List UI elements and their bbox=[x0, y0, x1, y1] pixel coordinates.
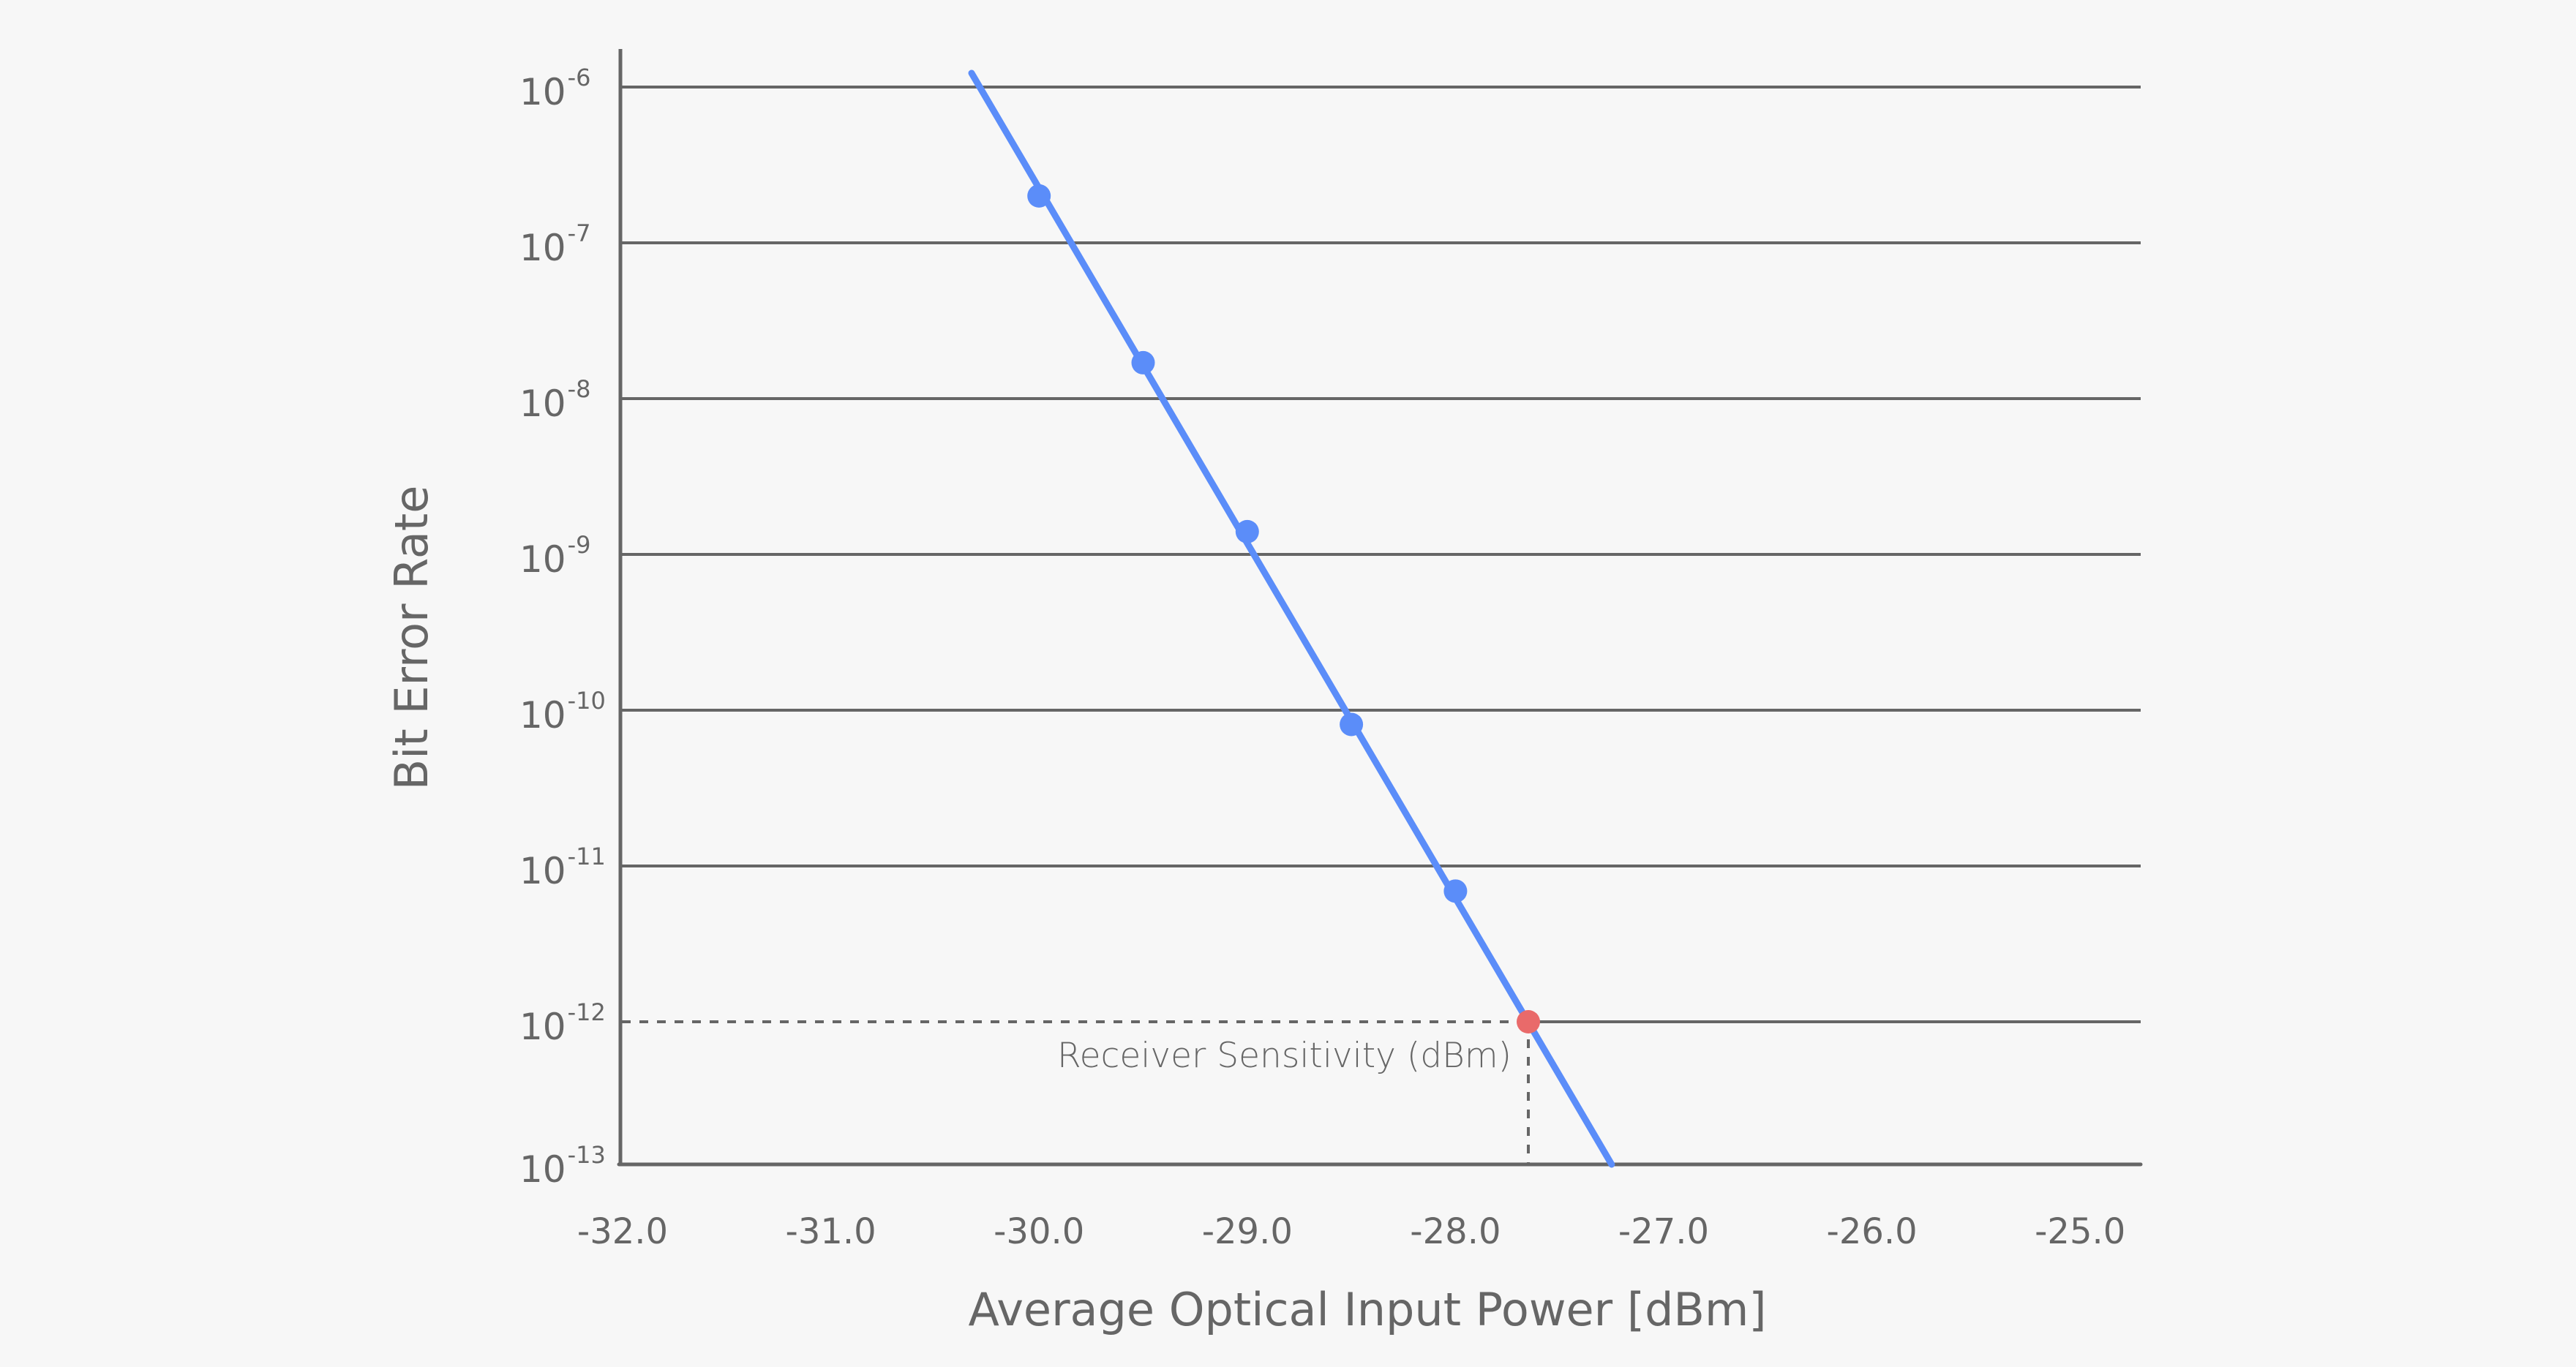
y-tick-label: 10-10 bbox=[519, 689, 606, 737]
y-tick-base: 10 bbox=[519, 694, 566, 737]
y-tick-base: 10 bbox=[519, 850, 566, 892]
y-tick-exponent: -7 bbox=[567, 219, 591, 247]
data-point bbox=[1443, 879, 1468, 903]
ber-series bbox=[968, 69, 1615, 1168]
x-tick-label: -31.0 bbox=[785, 1211, 876, 1252]
y-tick-base: 10 bbox=[519, 1148, 566, 1191]
ber-fit-line bbox=[968, 69, 1615, 1168]
y-tick-base: 10 bbox=[519, 1006, 566, 1048]
y-tick-label: 10-6 bbox=[519, 66, 591, 113]
x-tick-label: -27.0 bbox=[1618, 1211, 1710, 1252]
horizontal-gridlines bbox=[620, 86, 2141, 1023]
y-tick-base: 10 bbox=[519, 538, 566, 581]
x-tick-label: -30.0 bbox=[994, 1211, 1085, 1252]
y-tick-exponent: -9 bbox=[567, 531, 591, 559]
y-tick-label: 10-9 bbox=[519, 533, 591, 581]
y-axis-title: Bit Error Rate bbox=[385, 485, 438, 791]
y-tick-label: 10-11 bbox=[519, 845, 606, 892]
receiver-sensitivity-guides bbox=[622, 1020, 1531, 1164]
data-point bbox=[1131, 350, 1155, 374]
data-point bbox=[1027, 184, 1051, 208]
data-point bbox=[1340, 712, 1364, 737]
x-tick-label: -32.0 bbox=[577, 1211, 669, 1252]
y-tick-exponent: -10 bbox=[567, 687, 606, 715]
y-tick-label: 10-8 bbox=[519, 377, 591, 425]
y-tick-exponent: -12 bbox=[567, 998, 606, 1026]
y-tick-base: 10 bbox=[519, 383, 566, 425]
y-tick-exponent: -8 bbox=[567, 375, 591, 403]
y-tick-label: 10-12 bbox=[519, 1001, 606, 1048]
x-tick-label: -29.0 bbox=[1201, 1211, 1293, 1252]
y-tick-exponent: -11 bbox=[567, 843, 606, 870]
y-tick-exponent: -6 bbox=[567, 64, 591, 91]
receiver-sensitivity-label: Receiver Sensitivity (dBm) bbox=[1057, 1036, 1512, 1076]
y-tick-exponent: -13 bbox=[567, 1141, 606, 1169]
x-tick-label: -28.0 bbox=[1410, 1211, 1501, 1252]
data-point bbox=[1235, 519, 1259, 543]
y-tick-base: 10 bbox=[519, 71, 566, 113]
y-tick-base: 10 bbox=[519, 227, 566, 269]
y-tick-label: 10-13 bbox=[519, 1143, 606, 1191]
x-axis-title: Average Optical Input Power [dBm] bbox=[968, 1283, 1767, 1336]
y-tick-label: 10-7 bbox=[519, 222, 591, 269]
receiver-sensitivity-point bbox=[1517, 1010, 1541, 1033]
x-tick-label: -26.0 bbox=[1826, 1211, 1918, 1252]
x-tick-label: -25.0 bbox=[2035, 1211, 2126, 1252]
